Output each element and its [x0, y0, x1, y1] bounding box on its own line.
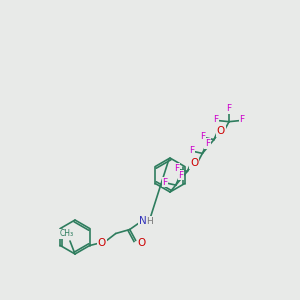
Text: F: F [190, 157, 195, 166]
Text: H: H [146, 217, 153, 226]
Text: O: O [98, 238, 106, 248]
Text: O: O [217, 126, 225, 136]
Text: F: F [162, 178, 167, 187]
Text: F: F [178, 171, 183, 180]
Text: O: O [138, 238, 146, 248]
Text: F: F [216, 125, 221, 134]
Text: O: O [190, 158, 198, 168]
Text: F: F [226, 104, 232, 113]
Text: F: F [174, 164, 179, 173]
Text: CH₃: CH₃ [60, 230, 74, 238]
Text: F: F [213, 115, 219, 124]
Text: N: N [139, 215, 147, 226]
Text: F: F [189, 146, 194, 155]
Text: F: F [205, 139, 210, 148]
Text: F: F [200, 132, 206, 141]
Text: F: F [239, 115, 244, 124]
